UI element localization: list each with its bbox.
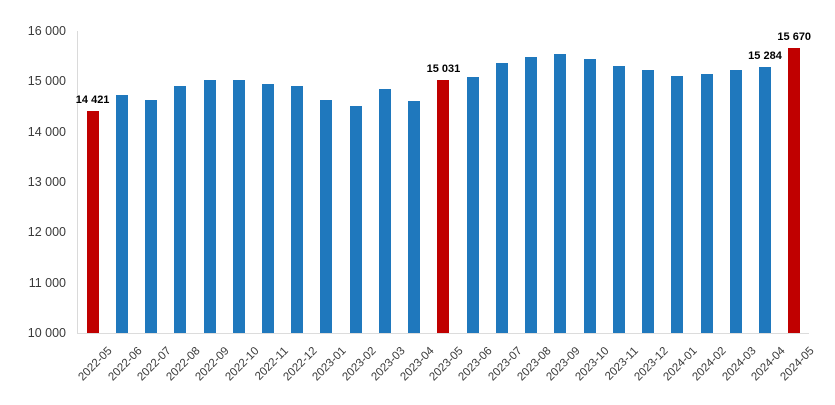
- bar-2022-12: [291, 85, 304, 333]
- bar-2023-12: [642, 69, 655, 333]
- bar-slot: 2022-08: [164, 31, 203, 383]
- y-tick-label: 14 000: [27, 124, 66, 139]
- bar-slot: 2024-03: [720, 31, 758, 383]
- bar-2023-10: [583, 58, 596, 333]
- bar-2022-11: [262, 83, 275, 333]
- bar-slot: 2023-02: [340, 31, 378, 383]
- bar-2023-02: [349, 105, 362, 333]
- bar-slot: 15 670 2024-05: [777, 30, 816, 384]
- bar-2022-09: [203, 79, 216, 333]
- data-label-2023-05: 15 031: [426, 62, 461, 75]
- bar-slot: 2023-09: [545, 31, 583, 383]
- bar-slot: 2022-11: [253, 31, 291, 383]
- bar-2023-03: [378, 89, 391, 333]
- bar-slot: 2023-10: [574, 31, 612, 383]
- bar-2022-08: [174, 85, 187, 333]
- bars-container: 14 421 2022-05 2022-06 2022-07 2022-08 2022-0…: [75, 30, 817, 384]
- bar-2022-06: [115, 95, 128, 333]
- bar-slot: 2022-06: [106, 31, 144, 383]
- bar-2022-05: [86, 110, 99, 333]
- bar-2023-06: [466, 77, 479, 333]
- bar-2024-03: [729, 69, 742, 333]
- bar-slot: 2024-01: [661, 31, 700, 383]
- bar-slot: 15 031 2023-05: [426, 31, 466, 384]
- bar-2024-02: [700, 73, 713, 333]
- bar-slot: 2023-11: [604, 31, 641, 383]
- y-axis-labels: 16 000 15 000 14 000 13 000 12 000 11 000 10 0…: [0, 0, 66, 405]
- bar-2023-09: [554, 54, 567, 333]
- bar-2023-05: [437, 79, 450, 333]
- bar-2023-11: [612, 66, 625, 333]
- bar-2023-04: [408, 101, 421, 333]
- bar-slot: 2023-08: [515, 31, 554, 383]
- plot-area: 14 421 2022-05 2022-06 2022-07 2022-08 2022-0…: [75, 30, 817, 384]
- bar-slot: 2024-02: [691, 31, 729, 383]
- bar-2022-10: [232, 80, 245, 333]
- bar-slot: 2023-01: [311, 31, 349, 383]
- bar-2023-08: [525, 56, 538, 333]
- bar-2024-04: [759, 67, 771, 333]
- bar-2022-07: [145, 99, 158, 333]
- data-label-2024-04: 15 284: [748, 50, 782, 62]
- bar-slot: 2023-03: [369, 31, 407, 383]
- bar-slot: 14 421 2022-05: [75, 31, 115, 384]
- bar-2023-07: [495, 63, 508, 333]
- bar-slot: 2023-12: [632, 31, 671, 383]
- data-label-2022-05: 14 421: [75, 93, 110, 106]
- y-tick-label: 11 000: [28, 275, 66, 290]
- bar-2023-01: [320, 100, 333, 333]
- bar-slot: 2023-06: [457, 31, 495, 383]
- bar-slot: 2022-12: [281, 31, 320, 383]
- data-label-2024-05: 15 670: [777, 30, 812, 43]
- y-tick-label: 13 000: [27, 175, 66, 189]
- bar-slot: 2022-09: [194, 31, 232, 383]
- bar-slot: 15 284 2024-04: [748, 31, 787, 383]
- y-tick-label: 10 000: [27, 326, 66, 340]
- bar-2024-01: [671, 76, 684, 333]
- bar-slot: 2022-07: [135, 31, 174, 383]
- bar-slot: 2023-04: [398, 31, 437, 383]
- y-tick-label: 12 000: [27, 225, 66, 240]
- bar-slot: 2022-10: [223, 31, 261, 383]
- bar-slot: 2023-07: [486, 31, 524, 383]
- y-tick-label: 15 000: [27, 74, 66, 89]
- y-tick-label: 16 000: [27, 24, 66, 38]
- bar-2024-05: [788, 47, 801, 333]
